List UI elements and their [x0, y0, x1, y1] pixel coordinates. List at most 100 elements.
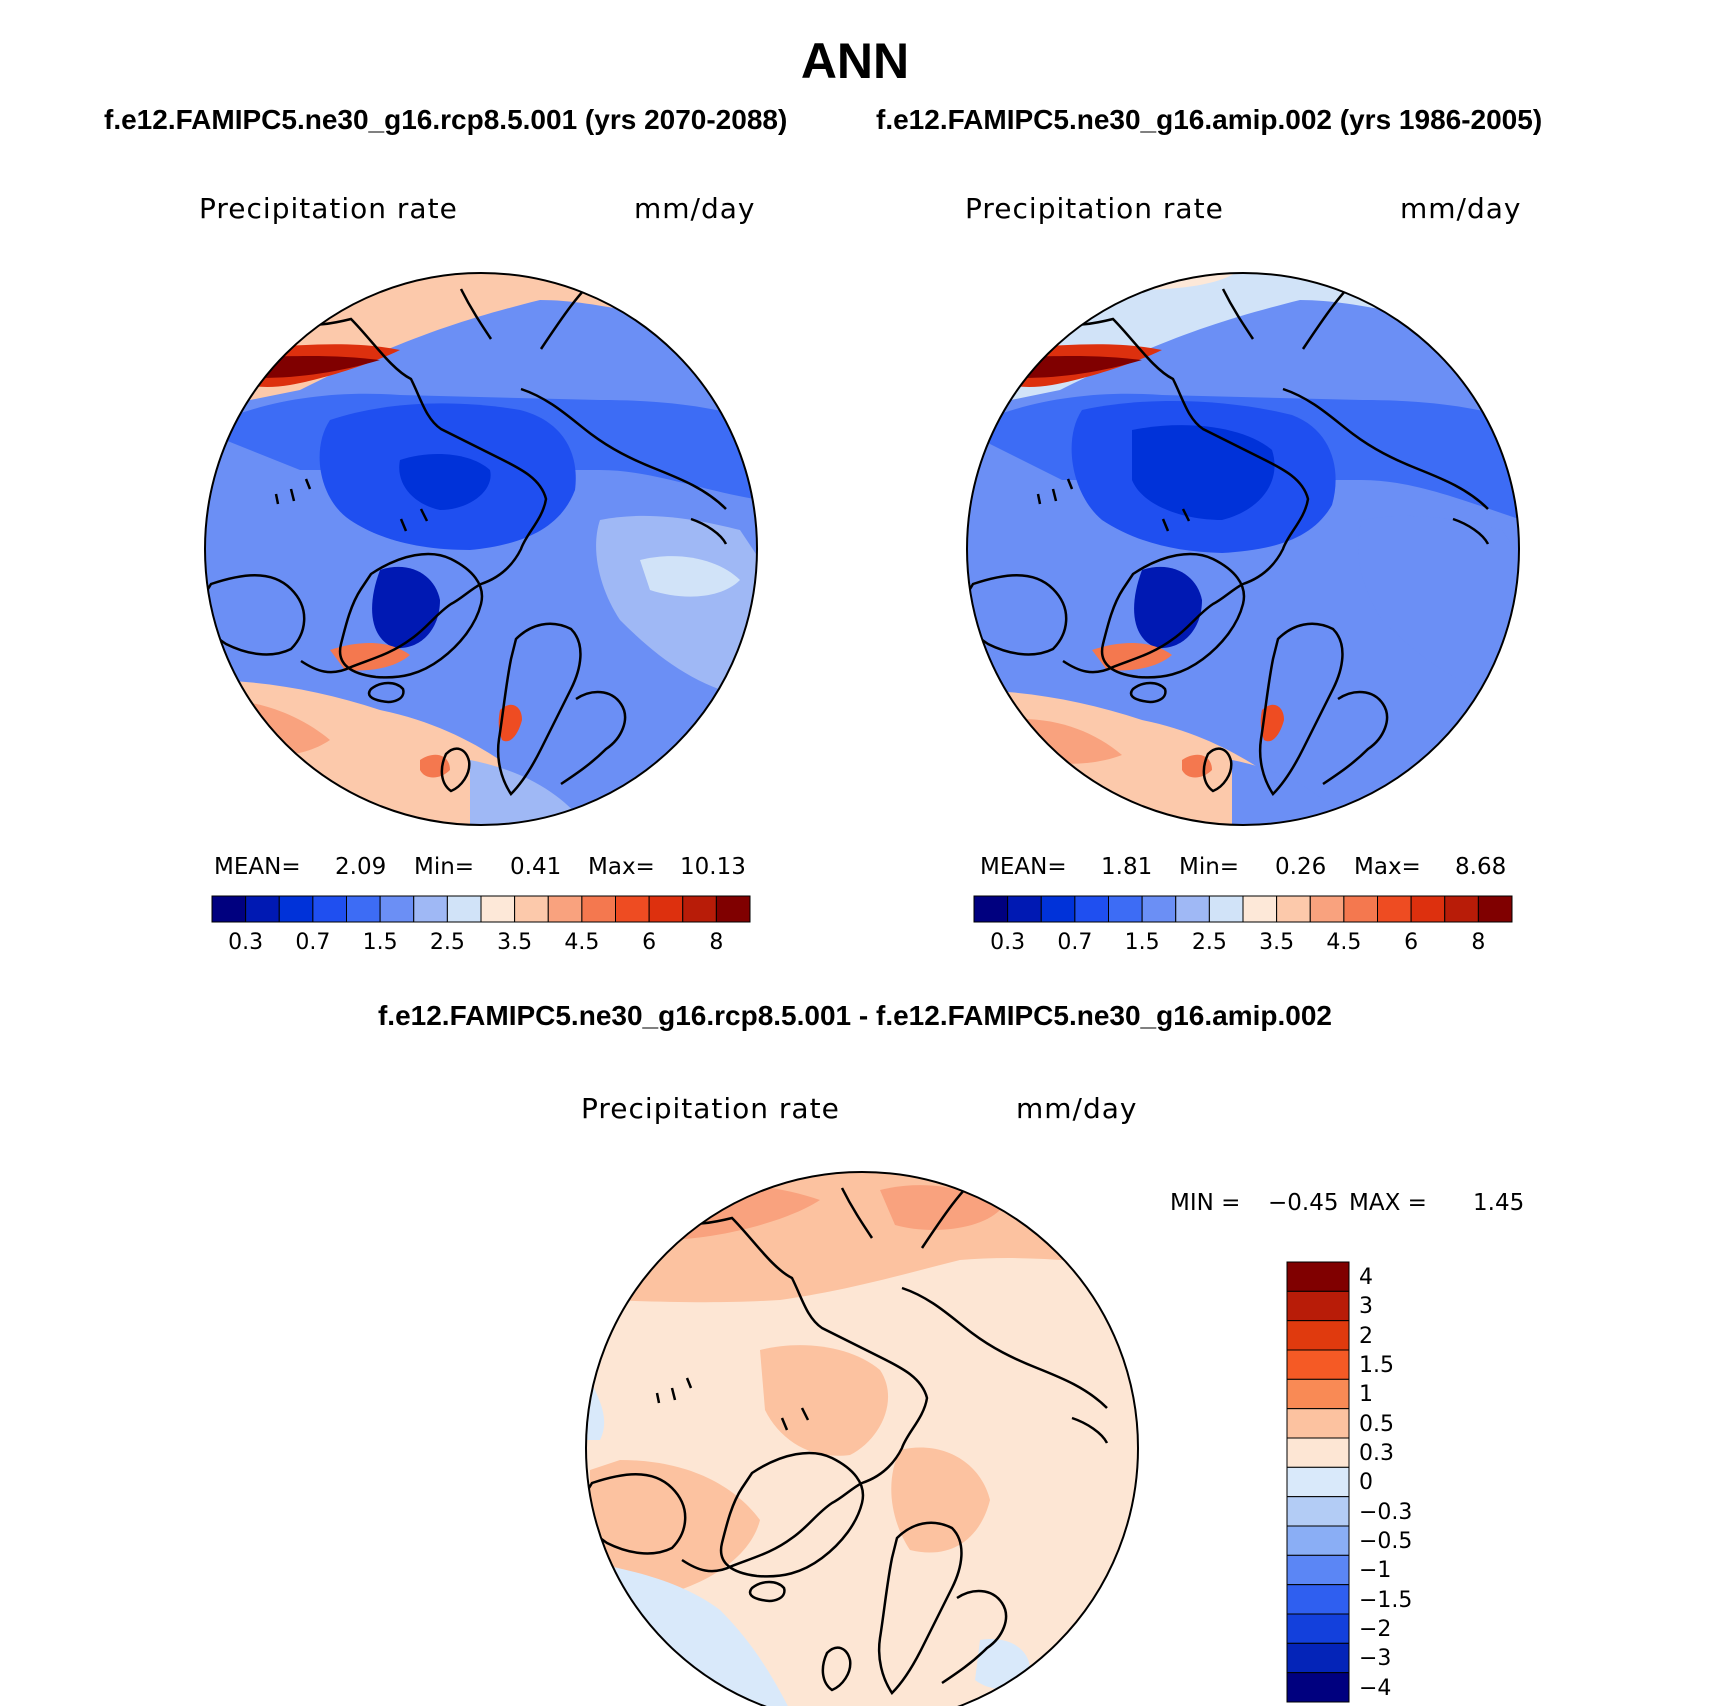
top-left-colorbar-swatch: [446, 895, 482, 923]
diff-colorbar-tick-label: 0.5: [1359, 1411, 1394, 1437]
top-left-max-label: Max=: [588, 854, 655, 880]
top-right-colorbar-swatch: [1343, 895, 1378, 923]
diff-colorbar-tick-label: −0.3: [1359, 1499, 1413, 1525]
top-right-colorbar-swatch: [1444, 895, 1479, 923]
top-right-colorbar-swatch: [1477, 895, 1513, 923]
diff-colorbar-tick-label: 1.5: [1359, 1353, 1394, 1379]
top-right-colorbar-swatch: [1175, 895, 1210, 923]
top-right-colorbar-tick-label: 0.3: [990, 930, 1026, 955]
top-right-colorbar-tick-label: 3.5: [1259, 930, 1295, 955]
diff-colorbar-swatch: [1286, 1349, 1350, 1380]
diff-colorbar-tick-label: −0.5: [1359, 1529, 1413, 1555]
top-left-colorbar-swatch: [581, 895, 616, 923]
top-right-colorbar-swatch: [1309, 895, 1345, 923]
diff-colorbar-swatch: [1286, 1554, 1350, 1586]
top-left-colorbar-swatch: [648, 895, 684, 923]
top-left-colorbar-swatch: [211, 895, 247, 923]
top-left-colorbar-swatch: [615, 895, 650, 923]
diff-colorbar-tick-label: −4: [1359, 1675, 1392, 1701]
top-left-colorbar-swatch: [379, 895, 415, 923]
diff-min-label: MIN =: [1170, 1190, 1241, 1216]
top-left-colorbar: [211, 895, 751, 923]
figure-title: ANN: [800, 33, 910, 89]
top-left-colorbar-swatch: [715, 895, 751, 923]
top-right-max-label: Max=: [1354, 854, 1421, 880]
top-right-colorbar-tick-label: 0.7: [1057, 930, 1093, 955]
diff-colorbar-swatch: [1286, 1408, 1350, 1439]
top-left-colorbar-swatch: [480, 895, 516, 923]
top-right-map-border: [966, 272, 1520, 826]
top-left-colorbar-tick-label: 3.5: [497, 930, 533, 955]
top-right-colorbar: [973, 895, 1513, 923]
top-left-colorbar-swatch: [312, 895, 347, 923]
top-right-colorbar-swatch: [1040, 895, 1076, 923]
top-left-colorbar-swatch: [245, 895, 280, 923]
diff-colorbar-swatch: [1286, 1290, 1350, 1322]
top-right-mean-label: MEAN=: [980, 854, 1067, 880]
diff-colorbar-swatch: [1286, 1320, 1350, 1351]
top-right-colorbar-swatch: [1141, 895, 1177, 923]
top-right-units-label: mm/day: [1400, 192, 1522, 225]
top-left-colorbar-tick-label: 0.3: [228, 930, 264, 955]
top-left-variable-label: Precipitation rate: [199, 192, 458, 225]
diff-colorbar-swatch: [1286, 1496, 1350, 1527]
top-left-mean-label: MEAN=: [214, 854, 301, 880]
top-right-min-label: Min=: [1179, 854, 1240, 880]
diff-colorbar-tick-label: 1: [1359, 1382, 1373, 1408]
diff-colorbar-swatch: [1286, 1261, 1350, 1292]
diff-colorbar-tick-label: −3: [1359, 1646, 1392, 1672]
top-left-colorbar-swatch: [346, 895, 381, 923]
top-right-mean-value: 1.81: [1101, 854, 1153, 880]
top-left-colorbar-swatch: [514, 895, 549, 923]
top-right-colorbar-tick-label: 6: [1404, 930, 1419, 955]
top-right-case-title: f.e12.FAMIPC5.ne30_g16.amip.002 (yrs 198…: [876, 104, 1543, 135]
diff-colorbar-swatch: [1286, 1584, 1350, 1615]
diff-colorbar-tick-label: 4: [1359, 1265, 1373, 1291]
top-right-colorbar-swatch: [1410, 895, 1446, 923]
difference-map-border: [585, 1171, 1139, 1706]
diff-units-label: mm/day: [1016, 1092, 1138, 1125]
top-left-colorbar-tick-label: 2.5: [429, 930, 465, 955]
top-right-colorbar-tick-label: 8: [1471, 930, 1486, 955]
top-right-map: [967, 273, 1519, 825]
top-right-colorbar-swatch: [1208, 895, 1244, 923]
top-left-units-label: mm/day: [634, 192, 756, 225]
top-left-min-value: 0.41: [510, 854, 562, 880]
diff-min-value: −0.45: [1268, 1190, 1339, 1216]
top-left-mean-value: 2.09: [335, 854, 387, 880]
diff-colorbar-tick-label: 0.3: [1359, 1441, 1394, 1467]
diff-colorbar-tick-label: 2: [1359, 1323, 1373, 1349]
top-left-colorbar-swatch: [278, 895, 314, 923]
top-left-min-label: Min=: [414, 854, 475, 880]
top-left-colorbar-tick-label: 6: [642, 930, 657, 955]
diff-colorbar-tick-label: −1.5: [1359, 1587, 1413, 1613]
difference-map: [586, 1172, 1138, 1706]
top-right-colorbar-swatch: [973, 895, 1009, 923]
top-right-colorbar-swatch: [1377, 895, 1412, 923]
difference-title: f.e12.FAMIPC5.ne30_g16.rcp8.5.001 - f.e1…: [377, 1000, 1333, 1031]
top-left-colorbar-swatch: [682, 895, 717, 923]
top-left-case-title: f.e12.FAMIPC5.ne30_g16.rcp8.5.001 (yrs 2…: [104, 104, 788, 135]
top-right-variable-label: Precipitation rate: [965, 192, 1224, 225]
top-right-colorbar-swatch: [1074, 895, 1109, 923]
diff-colorbar-swatch: [1286, 1525, 1350, 1556]
diff-colorbar-tick-label: 0: [1359, 1470, 1373, 1496]
top-right-colorbar-tick-label: 2.5: [1191, 930, 1227, 955]
diff-max-label: MAX =: [1349, 1190, 1427, 1216]
diff-colorbar-swatch: [1286, 1378, 1350, 1410]
diff-colorbar-tick-label: 3: [1359, 1294, 1373, 1320]
top-right-max-value: 8.68: [1455, 854, 1507, 880]
diff-colorbar-swatch: [1286, 1466, 1350, 1498]
top-left-colorbar-swatch: [413, 895, 448, 923]
top-right-colorbar-tick-label: 4.5: [1326, 930, 1362, 955]
top-right-colorbar-swatch: [1276, 895, 1311, 923]
diff-variable-label: Precipitation rate: [581, 1092, 840, 1125]
diff-colorbar-swatch: [1286, 1642, 1350, 1674]
diff-colorbar-swatch: [1286, 1613, 1350, 1644]
diff-colorbar-tick-label: −1: [1359, 1558, 1392, 1584]
top-right-colorbar-swatch: [1007, 895, 1042, 923]
diff-colorbar-swatch: [1286, 1437, 1350, 1468]
top-right-colorbar-swatch: [1242, 895, 1278, 923]
top-right-colorbar-swatch: [1108, 895, 1143, 923]
